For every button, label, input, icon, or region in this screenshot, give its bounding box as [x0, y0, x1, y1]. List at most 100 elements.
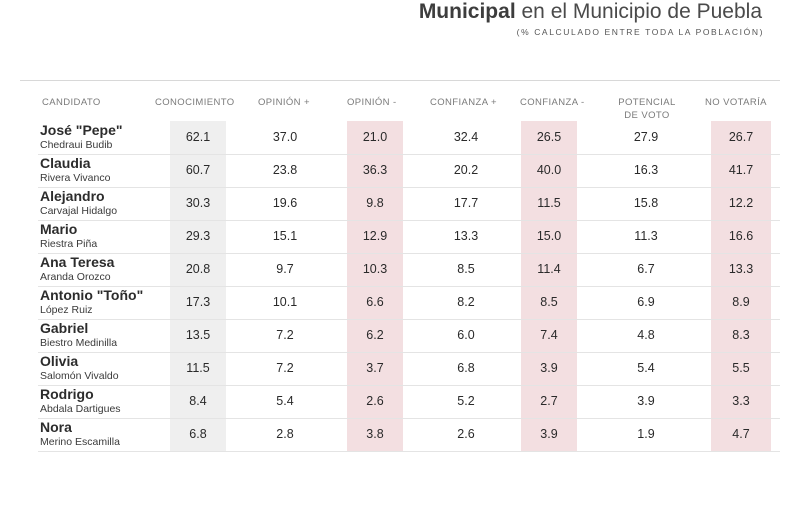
table-cell: 15.0	[536, 229, 562, 243]
table-cell: 7.2	[276, 361, 294, 375]
candidate-first-name: Rodrigo	[40, 386, 94, 402]
table-cell: 20.2	[453, 163, 479, 177]
table-cell: 13.3	[728, 262, 754, 276]
table-cell: 7.4	[540, 328, 558, 342]
table-cell: 6.8	[457, 361, 475, 375]
table-cell: 15.8	[633, 196, 659, 210]
table-row: Claudia Rivera Vivanco 60.7 23.8 36.3 20.2 40.…	[38, 154, 780, 188]
table-cell: 11.5	[537, 196, 561, 210]
table-cell: 3.7	[366, 361, 384, 375]
table-cell: 10.3	[362, 262, 388, 276]
table-row: Rodrigo Abdala Dartigues 8.4 5.4 2.6 5.2 2.7 3.…	[38, 385, 780, 419]
table-cell: 6.6	[366, 295, 384, 309]
table-cell: 13.5	[185, 328, 211, 342]
candidate-last-name: Biestro Medinilla	[40, 337, 118, 349]
page-title: Municipal en el Municipio de Puebla	[419, 0, 762, 24]
table-cell: 2.8	[276, 427, 294, 441]
column-header: CONOCIMIENTO	[155, 97, 235, 108]
candidate-first-name: José "Pepe"	[40, 122, 123, 138]
table-cell: 3.9	[540, 427, 558, 441]
table-cell: 8.2	[457, 295, 475, 309]
table-cell: 3.3	[732, 394, 750, 408]
table-cell: 30.3	[185, 196, 211, 210]
column-header: OPINIÓN -	[347, 97, 397, 108]
column-header: CONFIANZA +	[430, 97, 497, 108]
table-cell: 11.3	[634, 229, 658, 243]
table-cell: 3.9	[540, 361, 558, 375]
table-cell: 5.4	[637, 361, 655, 375]
table-cell: 6.0	[457, 328, 475, 342]
table-cell: 13.3	[453, 229, 479, 243]
table-cell: 11.4	[537, 262, 561, 276]
table-cell: 2.6	[366, 394, 384, 408]
table-cell: 23.8	[272, 163, 298, 177]
title-bold: Municipal	[418, 0, 516, 23]
column-header: CONFIANZA -	[520, 97, 585, 108]
table-cell: 16.6	[728, 229, 754, 243]
table-cell: 21.0	[362, 130, 388, 144]
table-cell: 5.5	[732, 361, 750, 375]
candidate-last-name: Merino Escamilla	[40, 436, 120, 448]
table-cell: 1.9	[637, 427, 655, 441]
table-cell: 17.7	[453, 196, 479, 210]
candidate-first-name: Antonio "Toño"	[40, 287, 144, 303]
column-header: NO VOTARÍA	[705, 97, 767, 108]
table-cell: 8.9	[732, 295, 750, 309]
table-cell: 6.8	[189, 427, 207, 441]
candidate-last-name: Abdala Dartigues	[40, 403, 121, 415]
column-header: OPINIÓN +	[258, 97, 310, 108]
candidate-last-name: Chedraui Budib	[40, 139, 113, 151]
table-cell: 19.6	[272, 196, 298, 210]
candidate-last-name: Carvajal Hidalgo	[40, 205, 118, 217]
column-header: POTENCIAL DE VOTO	[618, 97, 676, 121]
table-cell: 5.4	[276, 394, 294, 408]
table-cell: 60.7	[185, 163, 211, 177]
column-header: CANDIDATO	[42, 97, 101, 108]
candidate-first-name: Olivia	[40, 353, 79, 369]
table-cell: 5.2	[457, 394, 475, 408]
candidate-first-name: Mario	[40, 221, 78, 237]
table-cell: 12.9	[362, 229, 388, 243]
table-cell: 2.7	[540, 394, 558, 408]
table-cell: 37.0	[272, 130, 298, 144]
table-cell: 12.2	[728, 196, 754, 210]
table-cell: 26.5	[536, 130, 562, 144]
table-cell: 9.7	[276, 262, 294, 276]
candidate-first-name: Gabriel	[40, 320, 89, 336]
table-row: Antonio "Toño" López Ruiz 17.3 10.1 6.6 8.2 8.…	[38, 286, 780, 320]
table-cell: 2.6	[457, 427, 475, 441]
candidate-first-name: Nora	[40, 419, 72, 435]
table-cell: 62.1	[185, 130, 211, 144]
candidate-last-name: Salomón Vivaldo	[40, 370, 119, 382]
table-cell: 8.4	[189, 394, 207, 408]
title-rest: en el Municipio de Puebla	[521, 0, 763, 23]
table-cell: 20.8	[185, 262, 211, 276]
candidate-last-name: Rivera Vivanco	[40, 172, 111, 184]
table-row: Olivia Salomón Vivaldo 11.5 7.2 3.7 6.8 3.9 5.4…	[38, 352, 780, 386]
candidate-last-name: Riestra Piña	[40, 238, 98, 250]
candidate-first-name: Ana Teresa	[40, 254, 115, 270]
table-cell: 9.8	[366, 196, 384, 210]
table-row: Mario Riestra Piña 29.3 15.1 12.9 13.3 15.0 11.…	[38, 220, 780, 254]
table-cell: 36.3	[362, 163, 388, 177]
table-cell: 8.3	[732, 328, 750, 342]
table-row: Alejandro Carvajal Hidalgo 30.3 19.6 9.8 17.7…	[38, 187, 780, 221]
page-subtitle: (% CALCULADO ENTRE TODA LA POBLACIÓN)	[516, 27, 764, 37]
candidate-first-name: Claudia	[40, 155, 91, 171]
table-cell: 17.3	[185, 295, 211, 309]
table-cell: 6.2	[366, 328, 384, 342]
candidate-last-name: López Ruiz	[40, 304, 93, 316]
candidate-first-name: Alejandro	[40, 188, 105, 204]
table-cell: 7.2	[276, 328, 294, 342]
table-cell: 8.5	[540, 295, 558, 309]
table-cell: 4.7	[732, 427, 750, 441]
table-row: Ana Teresa Aranda Orozco 20.8 9.7 10.3 8.5 11.…	[38, 253, 780, 287]
table-cell: 3.8	[366, 427, 384, 441]
table-cell: 6.9	[637, 295, 655, 309]
table-row: José "Pepe" Chedraui Budib 62.1 37.0 21.0 32.…	[38, 121, 780, 155]
table-cell: 6.7	[637, 262, 655, 276]
table-cell: 16.3	[633, 163, 659, 177]
table-cell: 32.4	[453, 130, 479, 144]
header-divider	[20, 80, 780, 81]
table-cell: 8.5	[457, 262, 475, 276]
